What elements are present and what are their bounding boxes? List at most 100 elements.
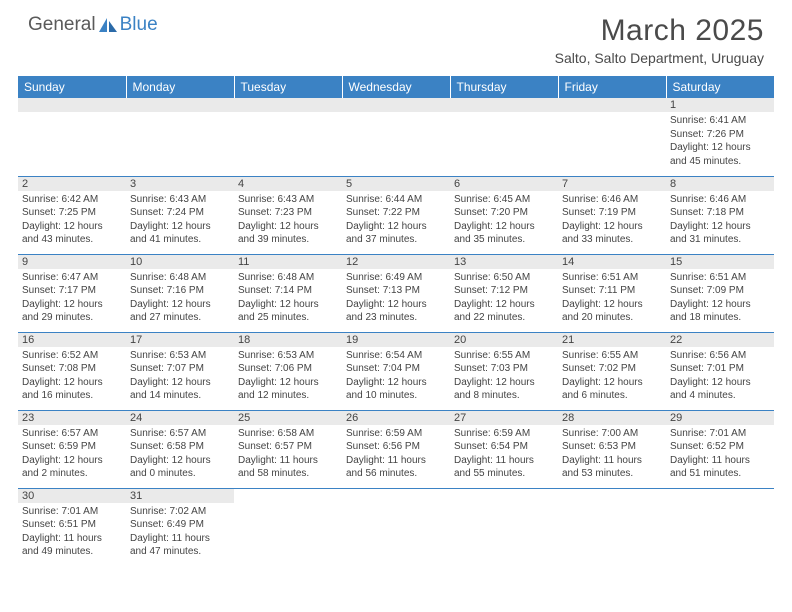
detail-line: Daylight: 12 hours xyxy=(346,298,446,312)
detail-line: Daylight: 12 hours xyxy=(454,220,554,234)
detail-line: and 2 minutes. xyxy=(22,467,122,481)
day-details: Sunrise: 6:48 AMSunset: 7:14 PMDaylight:… xyxy=(238,271,338,325)
detail-line: and 49 minutes. xyxy=(22,545,122,559)
detail-line: Sunrise: 6:55 AM xyxy=(454,349,554,363)
day-number: 9 xyxy=(18,255,126,269)
detail-line: Sunset: 7:22 PM xyxy=(346,206,446,220)
detail-line: Sunset: 7:08 PM xyxy=(22,362,122,376)
day-details: Sunrise: 7:00 AMSunset: 6:53 PMDaylight:… xyxy=(562,427,662,481)
calendar-cell: 10Sunrise: 6:48 AMSunset: 7:16 PMDayligh… xyxy=(126,254,234,332)
sail-icon xyxy=(98,17,118,33)
calendar-cell: 4Sunrise: 6:43 AMSunset: 7:23 PMDaylight… xyxy=(234,176,342,254)
day-details: Sunrise: 6:43 AMSunset: 7:24 PMDaylight:… xyxy=(130,193,230,247)
detail-line: Sunrise: 6:41 AM xyxy=(670,114,770,128)
detail-line: Sunrise: 6:42 AM xyxy=(22,193,122,207)
calendar-row: 16Sunrise: 6:52 AMSunset: 7:08 PMDayligh… xyxy=(18,332,774,410)
detail-line: Sunset: 6:56 PM xyxy=(346,440,446,454)
detail-line: and 20 minutes. xyxy=(562,311,662,325)
detail-line: Daylight: 11 hours xyxy=(562,454,662,468)
calendar-cell: 13Sunrise: 6:50 AMSunset: 7:12 PMDayligh… xyxy=(450,254,558,332)
detail-line: Daylight: 11 hours xyxy=(238,454,338,468)
detail-line: Sunset: 7:02 PM xyxy=(562,362,662,376)
day-details: Sunrise: 6:53 AMSunset: 7:06 PMDaylight:… xyxy=(238,349,338,403)
day-details: Sunrise: 6:51 AMSunset: 7:09 PMDaylight:… xyxy=(670,271,770,325)
weekday-header: Saturday xyxy=(666,76,774,98)
detail-line: Daylight: 12 hours xyxy=(22,298,122,312)
day-number: 13 xyxy=(450,255,558,269)
detail-line: Sunrise: 6:50 AM xyxy=(454,271,554,285)
detail-line: Daylight: 12 hours xyxy=(238,298,338,312)
day-number: 5 xyxy=(342,177,450,191)
calendar-cell xyxy=(558,98,666,176)
detail-line: and 47 minutes. xyxy=(130,545,230,559)
detail-line: Sunset: 7:18 PM xyxy=(670,206,770,220)
detail-line: Daylight: 12 hours xyxy=(22,220,122,234)
detail-line: Sunset: 7:04 PM xyxy=(346,362,446,376)
detail-line: Sunrise: 6:48 AM xyxy=(238,271,338,285)
weekday-header: Sunday xyxy=(18,76,126,98)
day-details: Sunrise: 6:57 AMSunset: 6:58 PMDaylight:… xyxy=(130,427,230,481)
day-number-empty xyxy=(342,98,450,112)
calendar-body: 1Sunrise: 6:41 AMSunset: 7:26 PMDaylight… xyxy=(18,98,774,566)
weekday-header: Friday xyxy=(558,76,666,98)
calendar-cell: 31Sunrise: 7:02 AMSunset: 6:49 PMDayligh… xyxy=(126,488,234,566)
detail-line: and 31 minutes. xyxy=(670,233,770,247)
detail-line: Daylight: 12 hours xyxy=(454,298,554,312)
detail-line: and 27 minutes. xyxy=(130,311,230,325)
detail-line: Sunrise: 6:59 AM xyxy=(454,427,554,441)
weekday-header: Monday xyxy=(126,76,234,98)
detail-line: and 6 minutes. xyxy=(562,389,662,403)
location-subtitle: Salto, Salto Department, Uruguay xyxy=(555,50,764,66)
detail-line: Sunrise: 6:43 AM xyxy=(130,193,230,207)
day-number: 23 xyxy=(18,411,126,425)
detail-line: Daylight: 12 hours xyxy=(130,376,230,390)
calendar-cell: 27Sunrise: 6:59 AMSunset: 6:54 PMDayligh… xyxy=(450,410,558,488)
detail-line: Sunset: 7:07 PM xyxy=(130,362,230,376)
detail-line: Sunrise: 6:57 AM xyxy=(22,427,122,441)
day-details: Sunrise: 6:59 AMSunset: 6:56 PMDaylight:… xyxy=(346,427,446,481)
detail-line: and 39 minutes. xyxy=(238,233,338,247)
calendar-cell: 20Sunrise: 6:55 AMSunset: 7:03 PMDayligh… xyxy=(450,332,558,410)
calendar-cell: 30Sunrise: 7:01 AMSunset: 6:51 PMDayligh… xyxy=(18,488,126,566)
detail-line: Sunrise: 6:47 AM xyxy=(22,271,122,285)
day-details: Sunrise: 6:45 AMSunset: 7:20 PMDaylight:… xyxy=(454,193,554,247)
detail-line: Sunset: 7:01 PM xyxy=(670,362,770,376)
day-number: 10 xyxy=(126,255,234,269)
calendar-cell: 22Sunrise: 6:56 AMSunset: 7:01 PMDayligh… xyxy=(666,332,774,410)
detail-line: Daylight: 12 hours xyxy=(346,220,446,234)
detail-line: Sunset: 6:51 PM xyxy=(22,518,122,532)
detail-line: Sunset: 7:09 PM xyxy=(670,284,770,298)
detail-line: Sunrise: 6:57 AM xyxy=(130,427,230,441)
day-details: Sunrise: 7:02 AMSunset: 6:49 PMDaylight:… xyxy=(130,505,230,559)
detail-line: Sunrise: 6:45 AM xyxy=(454,193,554,207)
day-details: Sunrise: 6:46 AMSunset: 7:19 PMDaylight:… xyxy=(562,193,662,247)
day-number-empty xyxy=(234,98,342,112)
calendar-table: SundayMondayTuesdayWednesdayThursdayFrid… xyxy=(18,76,774,566)
calendar-cell xyxy=(666,488,774,566)
detail-line: Sunrise: 6:43 AM xyxy=(238,193,338,207)
day-details: Sunrise: 6:58 AMSunset: 6:57 PMDaylight:… xyxy=(238,427,338,481)
calendar-cell: 17Sunrise: 6:53 AMSunset: 7:07 PMDayligh… xyxy=(126,332,234,410)
detail-line: Sunrise: 7:01 AM xyxy=(670,427,770,441)
day-details: Sunrise: 6:44 AMSunset: 7:22 PMDaylight:… xyxy=(346,193,446,247)
day-details: Sunrise: 6:51 AMSunset: 7:11 PMDaylight:… xyxy=(562,271,662,325)
day-details: Sunrise: 7:01 AMSunset: 6:52 PMDaylight:… xyxy=(670,427,770,481)
detail-line: Sunset: 6:58 PM xyxy=(130,440,230,454)
detail-line: and 41 minutes. xyxy=(130,233,230,247)
day-number-empty xyxy=(450,98,558,112)
day-number: 27 xyxy=(450,411,558,425)
day-details: Sunrise: 6:52 AMSunset: 7:08 PMDaylight:… xyxy=(22,349,122,403)
detail-line: and 35 minutes. xyxy=(454,233,554,247)
day-number: 3 xyxy=(126,177,234,191)
calendar-cell: 19Sunrise: 6:54 AMSunset: 7:04 PMDayligh… xyxy=(342,332,450,410)
detail-line: Sunset: 6:59 PM xyxy=(22,440,122,454)
day-details: Sunrise: 6:56 AMSunset: 7:01 PMDaylight:… xyxy=(670,349,770,403)
detail-line: Daylight: 12 hours xyxy=(130,220,230,234)
detail-line: Sunset: 6:53 PM xyxy=(562,440,662,454)
detail-line: and 56 minutes. xyxy=(346,467,446,481)
day-number: 11 xyxy=(234,255,342,269)
day-details: Sunrise: 6:43 AMSunset: 7:23 PMDaylight:… xyxy=(238,193,338,247)
detail-line: Sunset: 7:24 PM xyxy=(130,206,230,220)
calendar-cell: 25Sunrise: 6:58 AMSunset: 6:57 PMDayligh… xyxy=(234,410,342,488)
detail-line: Sunrise: 6:56 AM xyxy=(670,349,770,363)
